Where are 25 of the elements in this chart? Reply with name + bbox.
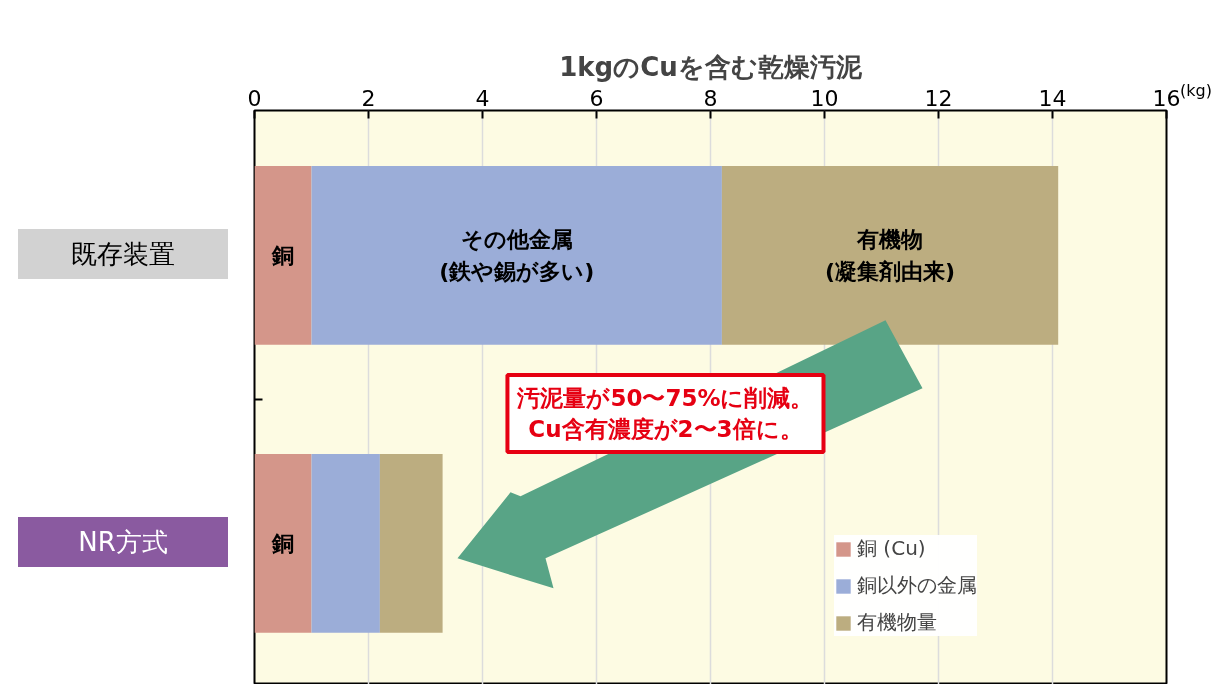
legend-label: 銅以外の金属 bbox=[857, 572, 977, 599]
x-tick-label: 6 bbox=[589, 85, 604, 111]
bar bbox=[311, 454, 380, 633]
x-tick-label: 2 bbox=[361, 85, 376, 111]
annotation: 汚泥量が50〜75%に削減。 Cu含有濃度が2〜3倍に。 bbox=[516, 384, 814, 443]
x-tick-label: 0 bbox=[247, 85, 262, 111]
chart-title: 1kgのCuを含む乾燥汚泥 bbox=[559, 51, 863, 82]
annotation: 銅 bbox=[271, 242, 294, 268]
x-tick-label: 16 bbox=[1152, 85, 1181, 111]
legend-label: 有機物量 bbox=[857, 609, 937, 636]
annotation: 銅 bbox=[271, 530, 294, 556]
x-tick-label: 4 bbox=[475, 85, 490, 111]
x-tick-label: 10 bbox=[810, 85, 839, 111]
y-tick-label: 既存装置 bbox=[18, 229, 228, 279]
bar bbox=[254, 454, 312, 633]
bar bbox=[254, 166, 312, 345]
legend-label: 銅 (Cu) bbox=[857, 535, 926, 562]
annotation: 有機物 (凝集剤由来) bbox=[825, 226, 956, 285]
x-axis-title: (kg) bbox=[1180, 80, 1212, 102]
x-tick-label: 12 bbox=[924, 85, 953, 111]
y-tick-label: NR方式 bbox=[18, 517, 228, 567]
annotation: その他金属 (鉄や錫が多い) bbox=[439, 226, 595, 285]
bar bbox=[379, 454, 443, 633]
x-tick-label: 8 bbox=[703, 85, 718, 111]
x-tick-label: 14 bbox=[1038, 85, 1067, 111]
